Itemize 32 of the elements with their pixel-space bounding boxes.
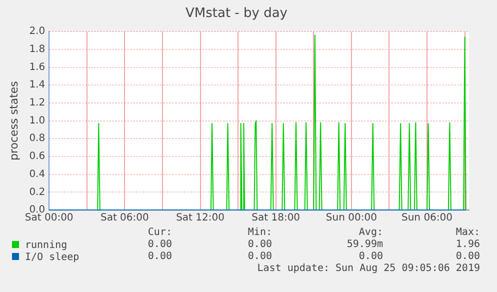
- chart-title: VMstat - by day: [186, 6, 288, 22]
- x-tick-label: Sat 06:00: [100, 212, 149, 224]
- legend-label: I/O sleep: [24, 252, 80, 263]
- text: Last update: Sun Aug 25 09:05:06 2019: [257, 263, 480, 274]
- y-tick-label: 0.4: [29, 168, 46, 180]
- y-tick-label: 1.2: [29, 98, 46, 109]
- y-axis-title: process states: [7, 80, 20, 160]
- x-tick-label: Sun 00:00: [326, 212, 377, 224]
- text: Avg:: [358, 227, 383, 238]
- y-tick-label: 0.6: [29, 151, 46, 162]
- text: 59.99m: [346, 239, 383, 250]
- text: Cur:: [148, 227, 172, 238]
- y-tick-label: 1.4: [29, 80, 46, 91]
- y-tick-label: 0.2: [29, 186, 46, 198]
- text: 0.00: [358, 251, 383, 262]
- y-tick-label: 0.8: [29, 133, 46, 144]
- legend-label: running: [24, 240, 68, 251]
- text: Max:: [456, 227, 480, 238]
- text: 0.00: [456, 251, 480, 262]
- text: 1.96: [456, 239, 480, 250]
- text: 0.00: [148, 239, 172, 250]
- x-tick-label: Sun 06:00: [401, 212, 453, 224]
- text: 0.00: [248, 251, 272, 262]
- y-tick-label: 1.8: [29, 44, 46, 56]
- x-tick-label: Sat 18:00: [252, 212, 300, 224]
- y-tick-label: 2.0: [29, 26, 46, 38]
- text: Min:: [248, 227, 272, 238]
- text: 0.00: [148, 251, 172, 262]
- x-tick-label: Sat 12:00: [176, 212, 224, 224]
- y-tick-label: 1.0: [29, 115, 46, 126]
- text: 0.00: [248, 239, 272, 250]
- y-tick-label: 1.6: [29, 62, 46, 73]
